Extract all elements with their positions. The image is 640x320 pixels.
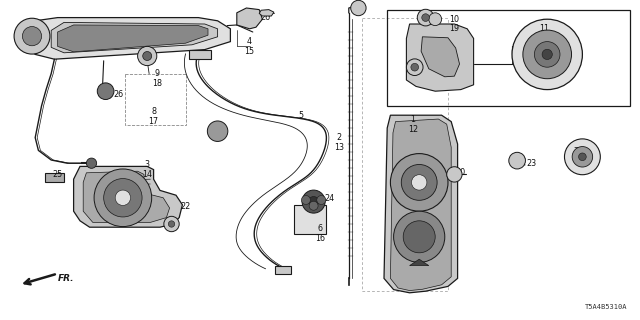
Text: 21: 21 (430, 63, 440, 72)
Circle shape (394, 211, 445, 262)
Polygon shape (259, 10, 274, 16)
Circle shape (97, 83, 114, 100)
Circle shape (406, 59, 423, 76)
Text: 5: 5 (298, 111, 303, 120)
Text: 26: 26 (260, 13, 271, 22)
Circle shape (564, 139, 600, 175)
Circle shape (523, 30, 572, 79)
Circle shape (447, 167, 462, 182)
Text: 9
18: 9 18 (152, 69, 162, 88)
Polygon shape (83, 171, 170, 222)
Text: 4
15: 4 15 (244, 37, 255, 56)
Circle shape (138, 46, 157, 66)
Text: 26: 26 (113, 90, 124, 99)
Circle shape (534, 42, 560, 67)
Polygon shape (421, 37, 460, 77)
Text: 10
19: 10 19 (449, 15, 460, 33)
Text: 23: 23 (526, 159, 536, 168)
Circle shape (390, 154, 448, 211)
Polygon shape (384, 115, 458, 293)
Circle shape (104, 179, 142, 217)
Polygon shape (410, 259, 429, 266)
Polygon shape (51, 22, 218, 53)
Polygon shape (390, 119, 451, 291)
Text: 20: 20 (456, 168, 466, 177)
Text: T5A4B5310A: T5A4B5310A (585, 304, 627, 310)
Circle shape (351, 0, 366, 16)
Circle shape (317, 196, 326, 204)
Circle shape (401, 164, 437, 200)
Circle shape (422, 14, 429, 21)
Circle shape (164, 216, 179, 232)
Circle shape (143, 52, 152, 60)
Circle shape (115, 190, 131, 205)
Text: 25: 25 (52, 170, 63, 179)
Circle shape (94, 169, 152, 227)
Circle shape (302, 190, 325, 213)
Bar (275, 266, 291, 274)
Circle shape (417, 9, 434, 26)
Text: 7: 7 (573, 148, 579, 156)
Text: 1
12: 1 12 (408, 116, 418, 134)
Circle shape (512, 19, 582, 90)
Polygon shape (26, 18, 230, 59)
Text: 22: 22 (180, 202, 191, 211)
Bar (45, 173, 64, 182)
Text: FR.: FR. (58, 274, 74, 283)
Polygon shape (74, 166, 182, 227)
Bar (362, 18, 448, 291)
Circle shape (509, 152, 525, 169)
Circle shape (572, 147, 593, 167)
Polygon shape (58, 25, 208, 52)
Circle shape (86, 158, 97, 168)
Circle shape (309, 201, 318, 210)
Text: 6
16: 6 16 (315, 224, 325, 243)
Circle shape (308, 196, 319, 207)
Text: 24: 24 (324, 194, 335, 203)
Circle shape (429, 13, 442, 26)
Circle shape (579, 153, 586, 161)
Circle shape (542, 49, 552, 60)
Text: 11: 11 (539, 24, 549, 33)
Bar (189, 50, 211, 59)
Circle shape (411, 63, 419, 71)
Circle shape (22, 27, 42, 46)
Circle shape (403, 221, 435, 253)
Circle shape (207, 121, 228, 141)
Polygon shape (237, 8, 262, 29)
Circle shape (14, 18, 50, 54)
Bar (125, 74, 186, 125)
Bar (294, 205, 326, 234)
Circle shape (301, 196, 310, 204)
Bar (387, 10, 630, 106)
Circle shape (168, 221, 175, 227)
Text: 3
14: 3 14 (142, 160, 152, 179)
Text: 2
13: 2 13 (334, 133, 344, 152)
Text: 8
17: 8 17 (148, 108, 159, 126)
Circle shape (412, 175, 427, 190)
Polygon shape (406, 24, 474, 91)
